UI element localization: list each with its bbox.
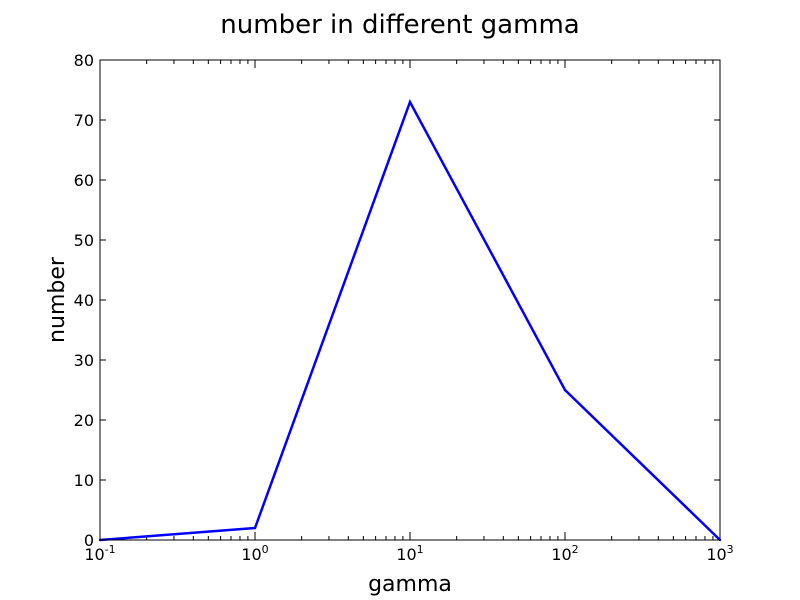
x-tick-label-base: 10 (551, 545, 571, 564)
x-tick-label-exponent: 3 (727, 543, 734, 556)
y-tick-label: 60 (74, 171, 94, 190)
ticks-layer (99, 59, 721, 541)
x-tick-label-base: 10 (241, 545, 261, 564)
x-tick-label-exponent: -1 (105, 543, 116, 556)
y-tick-label: 0 (84, 531, 94, 550)
x-tick-label: 102 (551, 543, 578, 564)
x-axis-label: gamma (368, 572, 452, 597)
y-tick-label: 10 (74, 471, 94, 490)
x-tick-label-exponent: 0 (262, 543, 269, 556)
data-point (408, 100, 412, 104)
x-tick-label-base: 10 (396, 545, 416, 564)
x-tick-label: 103 (706, 543, 733, 564)
y-tick-label: 20 (74, 411, 94, 430)
y-tick-label: 80 (74, 51, 94, 70)
x-tick-label: 101 (396, 543, 423, 564)
y-tick-label: 30 (74, 351, 94, 370)
x-tick-label-exponent: 1 (417, 543, 424, 556)
y-tick-label: 70 (74, 111, 94, 130)
y-tick-label: 40 (74, 291, 94, 310)
x-tick-label: 10-1 (84, 543, 115, 564)
plot-frame (99, 59, 721, 541)
data-point (563, 388, 567, 392)
data-point (253, 526, 257, 530)
chart-title: number in different gamma (220, 10, 579, 40)
x-tick-label: 100 (241, 543, 268, 564)
x-tick-label-base: 10 (706, 545, 726, 564)
x-tick-label-base: 10 (84, 545, 104, 564)
y-axis-label: number (45, 256, 70, 343)
x-tick-label-exponent: 2 (572, 543, 579, 556)
y-tick-label: 50 (74, 231, 94, 250)
